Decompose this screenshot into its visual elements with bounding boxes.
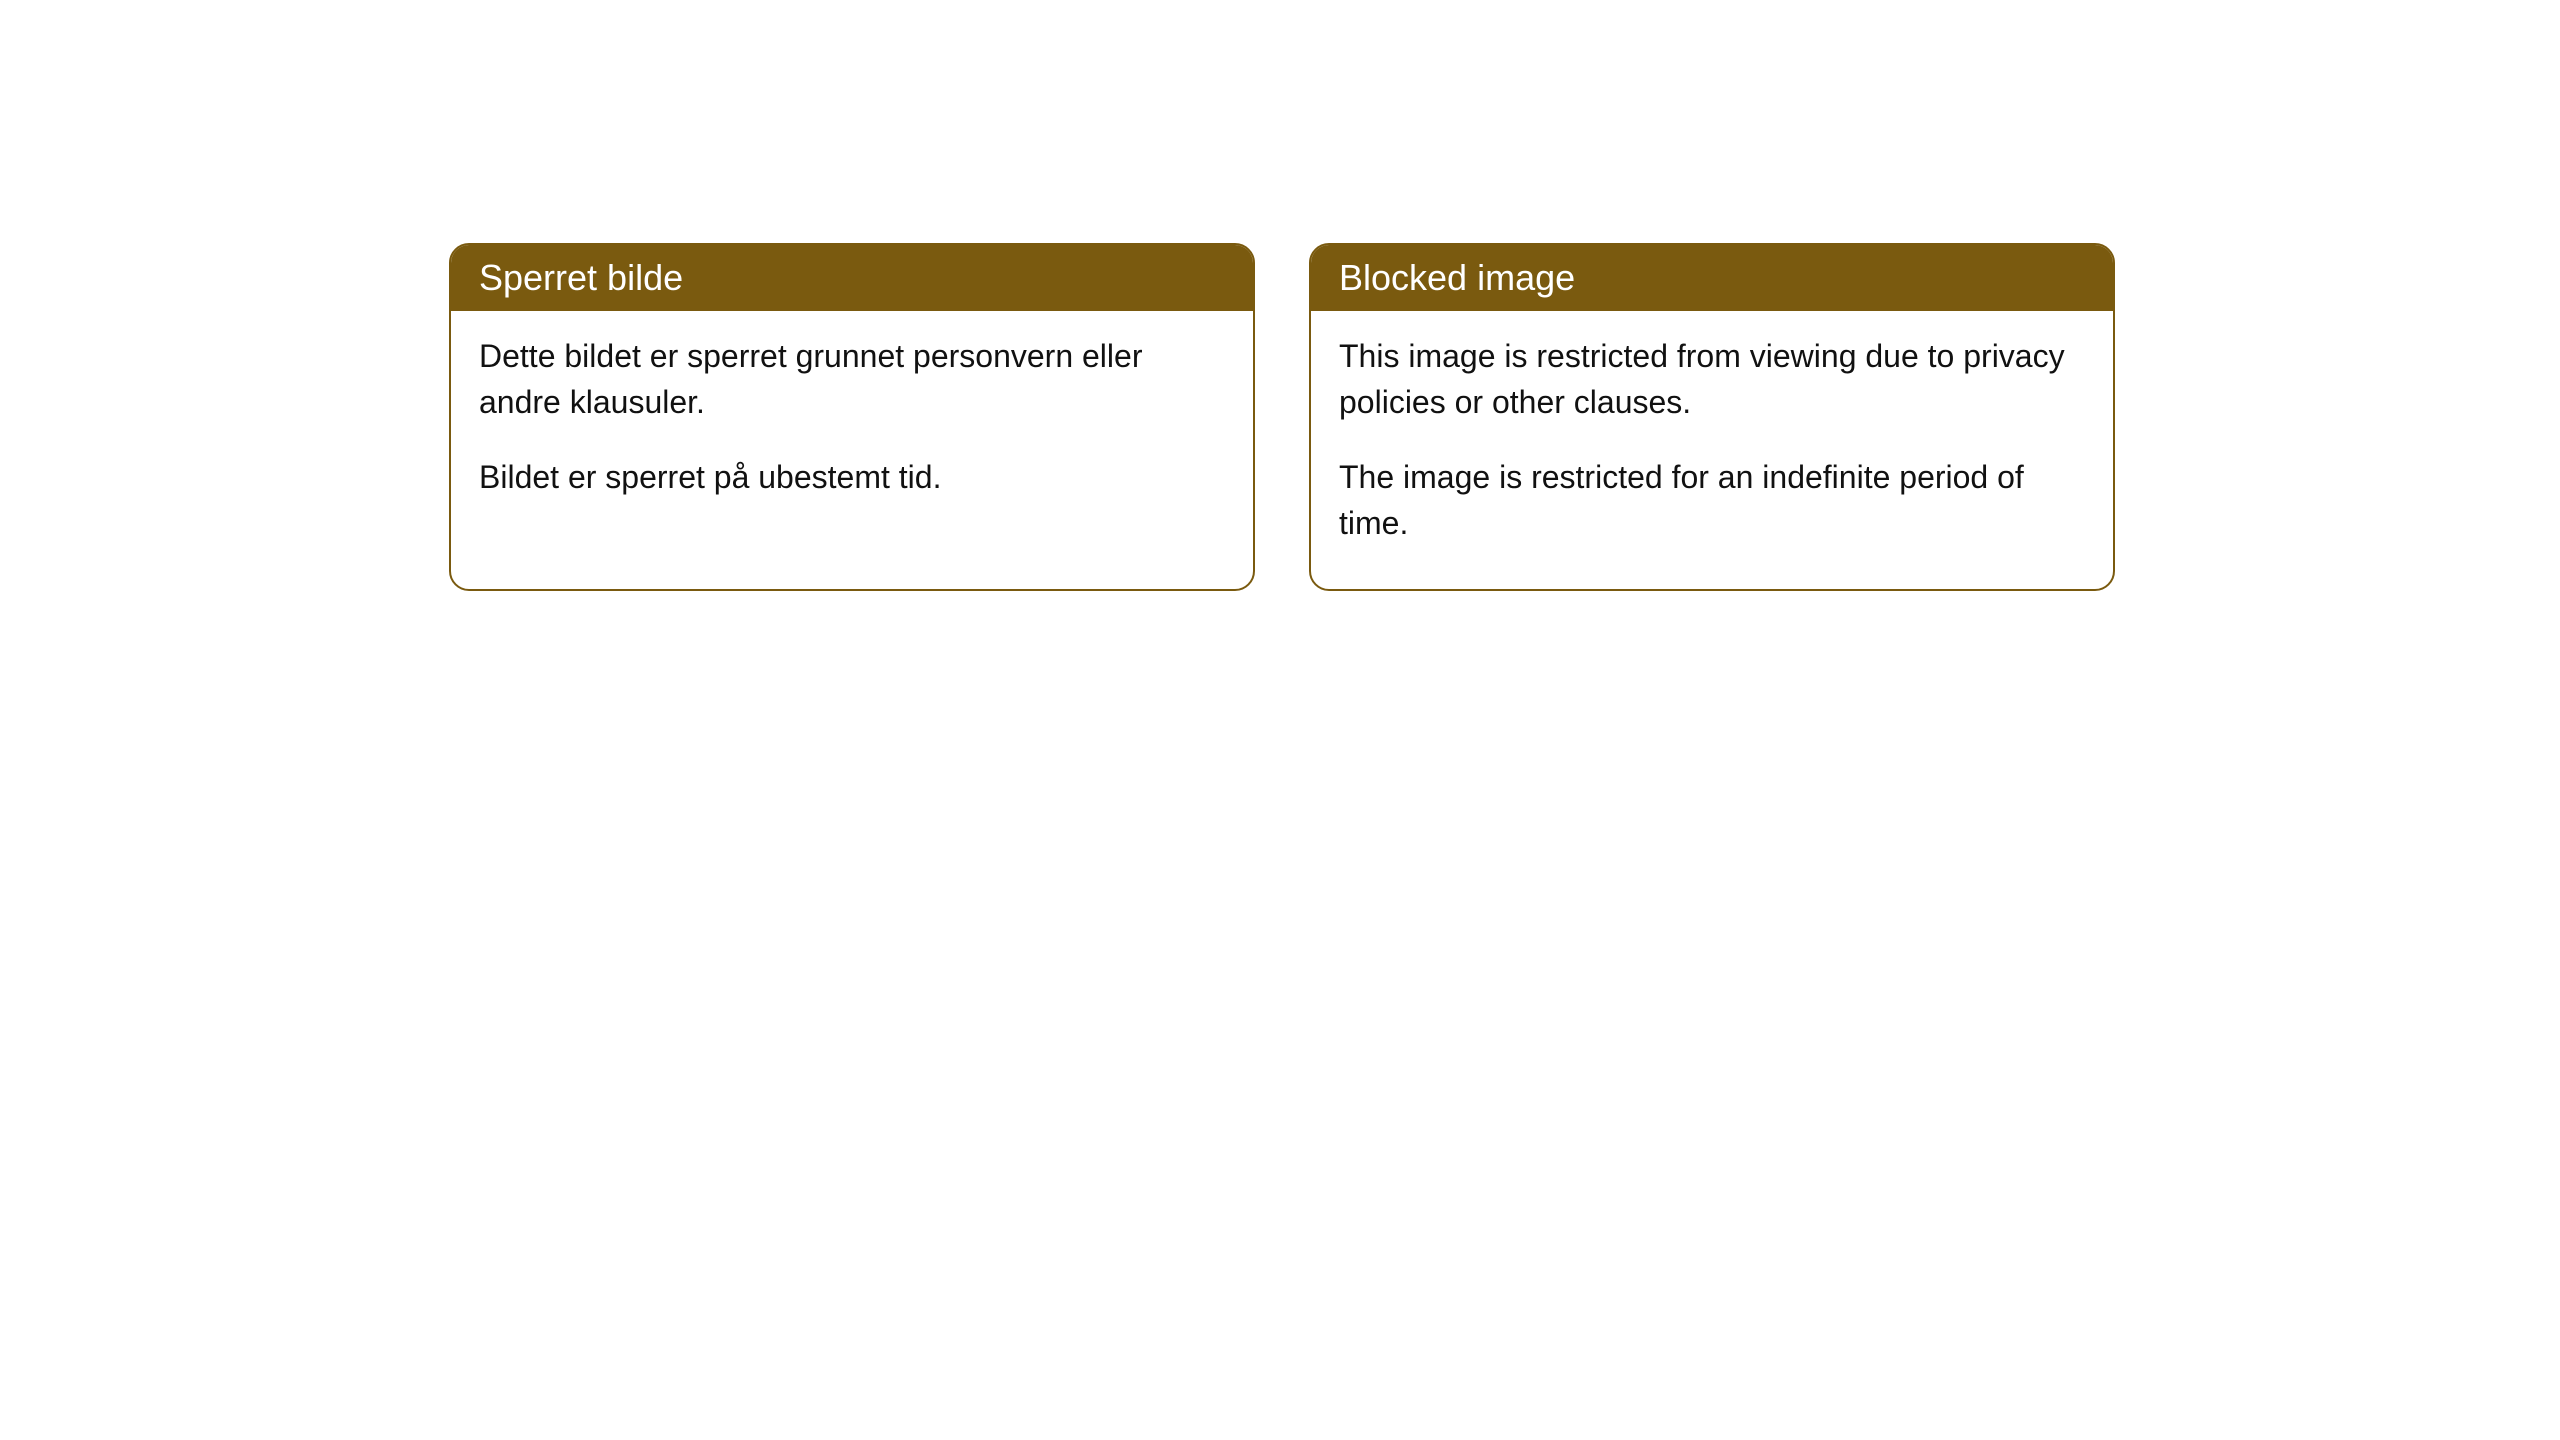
notice-body: This image is restricted from viewing du… — [1311, 311, 2113, 589]
notice-card-norwegian: Sperret bilde Dette bildet er sperret gr… — [449, 243, 1255, 591]
notice-paragraph: Bildet er sperret på ubestemt tid. — [479, 454, 1225, 500]
notice-paragraph: The image is restricted for an indefinit… — [1339, 454, 2085, 547]
notice-card-english: Blocked image This image is restricted f… — [1309, 243, 2115, 591]
notice-paragraph: This image is restricted from viewing du… — [1339, 333, 2085, 426]
notice-container: Sperret bilde Dette bildet er sperret gr… — [449, 243, 2115, 591]
notice-body: Dette bildet er sperret grunnet personve… — [451, 311, 1253, 542]
notice-header: Sperret bilde — [451, 245, 1253, 311]
notice-header: Blocked image — [1311, 245, 2113, 311]
notice-paragraph: Dette bildet er sperret grunnet personve… — [479, 333, 1225, 426]
